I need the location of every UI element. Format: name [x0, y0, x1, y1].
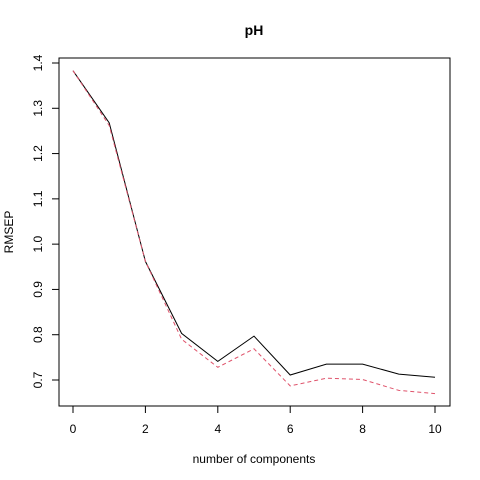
x-tick-label: 2: [142, 422, 149, 436]
y-tick-label: 1.1: [31, 190, 45, 207]
y-tick-label: 1.2: [31, 145, 45, 162]
series-line-solid: [72, 70, 436, 378]
series-layer: [72, 70, 436, 395]
x-axis-title: number of components: [193, 452, 316, 466]
chart-title: pH: [245, 22, 264, 38]
y-tick-label: 0.7: [31, 371, 45, 388]
x-tick-label: 8: [359, 422, 366, 436]
x-axis: 0 2 4 6 8 10: [70, 405, 442, 436]
y-tick-label: 0.9: [31, 281, 45, 298]
y-tick-label: 0.8: [31, 326, 45, 343]
x-tick-label: 0: [70, 422, 77, 436]
y-tick-label: 1.3: [31, 100, 45, 117]
y-axis: 0.7 0.8 0.9 1.0 1.1 1.2 1.3 1.4: [31, 54, 60, 388]
y-axis-title: RMSEP: [2, 211, 16, 254]
x-tick-label: 10: [428, 422, 442, 436]
series-line-dashed: [72, 70, 436, 395]
y-tick-label: 1.0: [31, 235, 45, 252]
x-tick-label: 6: [287, 422, 294, 436]
x-tick-label: 4: [214, 422, 221, 436]
plot-frame: [58, 57, 451, 407]
y-tick-label: 1.4: [31, 54, 45, 71]
